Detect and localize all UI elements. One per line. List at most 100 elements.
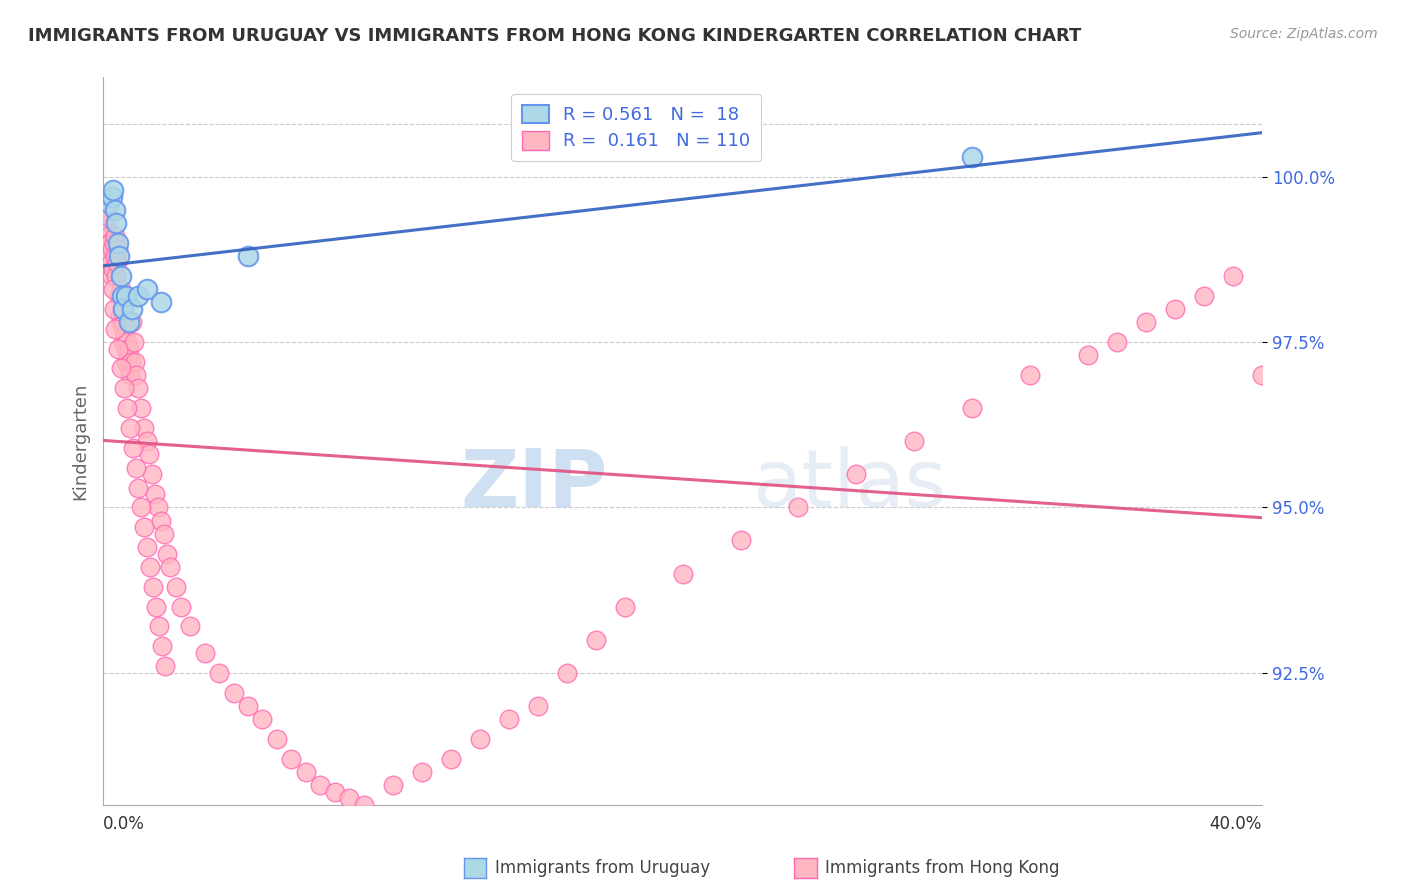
Point [124, 355, 146, 369]
Point [1077, 348, 1099, 362]
Point [96, 222, 118, 236]
Point [903, 434, 925, 449]
Point [104, 229, 127, 244]
Point [1251, 368, 1274, 383]
Legend: R = 0.561   N =  18, R =  0.161   N = 110: R = 0.561 N = 18, R = 0.161 N = 110 [510, 94, 762, 161]
Point [97, 229, 120, 244]
Point [122, 334, 145, 349]
Point [440, 752, 463, 766]
Point [145, 599, 167, 614]
Point [107, 243, 129, 257]
Point [411, 764, 433, 779]
Point [135, 434, 157, 449]
Point [118, 315, 141, 329]
Point [295, 764, 318, 779]
Point [165, 580, 187, 594]
Point [1164, 301, 1187, 316]
Point [730, 533, 752, 548]
Point [107, 235, 129, 250]
Y-axis label: Kindergarten: Kindergarten [72, 383, 89, 500]
Point [110, 315, 132, 329]
Point [108, 309, 131, 323]
Point [236, 249, 259, 263]
Point [555, 665, 578, 680]
Point [108, 249, 131, 263]
Point [962, 401, 984, 416]
Point [103, 262, 125, 277]
Point [101, 243, 124, 257]
Point [121, 301, 143, 316]
Point [127, 481, 149, 495]
Point [671, 566, 693, 581]
Point [121, 315, 143, 329]
Point [136, 540, 159, 554]
Point [105, 268, 128, 283]
Point [94, 216, 117, 230]
Point [115, 334, 138, 349]
Point [107, 342, 129, 356]
Point [787, 500, 810, 515]
Point [526, 698, 548, 713]
Point [159, 560, 181, 574]
Point [156, 547, 179, 561]
Point [142, 580, 165, 594]
Point [139, 560, 162, 574]
Point [118, 342, 141, 356]
Point [115, 355, 138, 369]
Point [1135, 315, 1157, 329]
Point [193, 646, 215, 660]
Point [1019, 368, 1042, 383]
Point [101, 189, 124, 203]
Point [150, 514, 173, 528]
Point [103, 301, 125, 316]
Point [108, 289, 131, 303]
Point [104, 202, 127, 217]
Point [94, 202, 117, 217]
Point [105, 255, 128, 269]
Point [498, 712, 520, 726]
Point [115, 401, 138, 416]
Point [110, 268, 132, 283]
Point [110, 282, 132, 296]
Point [100, 255, 122, 269]
Point [105, 216, 128, 230]
Point [150, 295, 173, 310]
Point [252, 712, 274, 726]
Point [323, 785, 346, 799]
Point [141, 467, 163, 482]
Point [111, 301, 134, 316]
Point [153, 659, 176, 673]
Point [111, 322, 134, 336]
Point [148, 619, 170, 633]
Point [613, 599, 636, 614]
Text: ZIP: ZIP [460, 446, 607, 524]
Point [121, 441, 143, 455]
Point [132, 421, 155, 435]
Point [100, 235, 122, 250]
Point [120, 355, 142, 369]
Point [104, 322, 127, 336]
Text: Immigrants from Hong Kong: Immigrants from Hong Kong [825, 859, 1060, 877]
Point [585, 632, 607, 647]
Text: Source: ZipAtlas.com: Source: ZipAtlas.com [1230, 27, 1378, 41]
Point [118, 421, 141, 435]
Point [112, 334, 135, 349]
Point [117, 361, 139, 376]
Point [112, 315, 135, 329]
Point [124, 460, 146, 475]
Point [97, 196, 120, 211]
Point [101, 268, 124, 283]
Point [127, 381, 149, 395]
Point [339, 791, 361, 805]
Point [266, 731, 288, 746]
Point [222, 685, 245, 699]
Point [1222, 268, 1244, 283]
Point [98, 249, 121, 263]
Point [134, 520, 156, 534]
Point [110, 361, 132, 376]
Point [103, 183, 125, 197]
Point [127, 289, 149, 303]
Point [1107, 334, 1129, 349]
Point [115, 289, 138, 303]
Point [118, 368, 141, 383]
